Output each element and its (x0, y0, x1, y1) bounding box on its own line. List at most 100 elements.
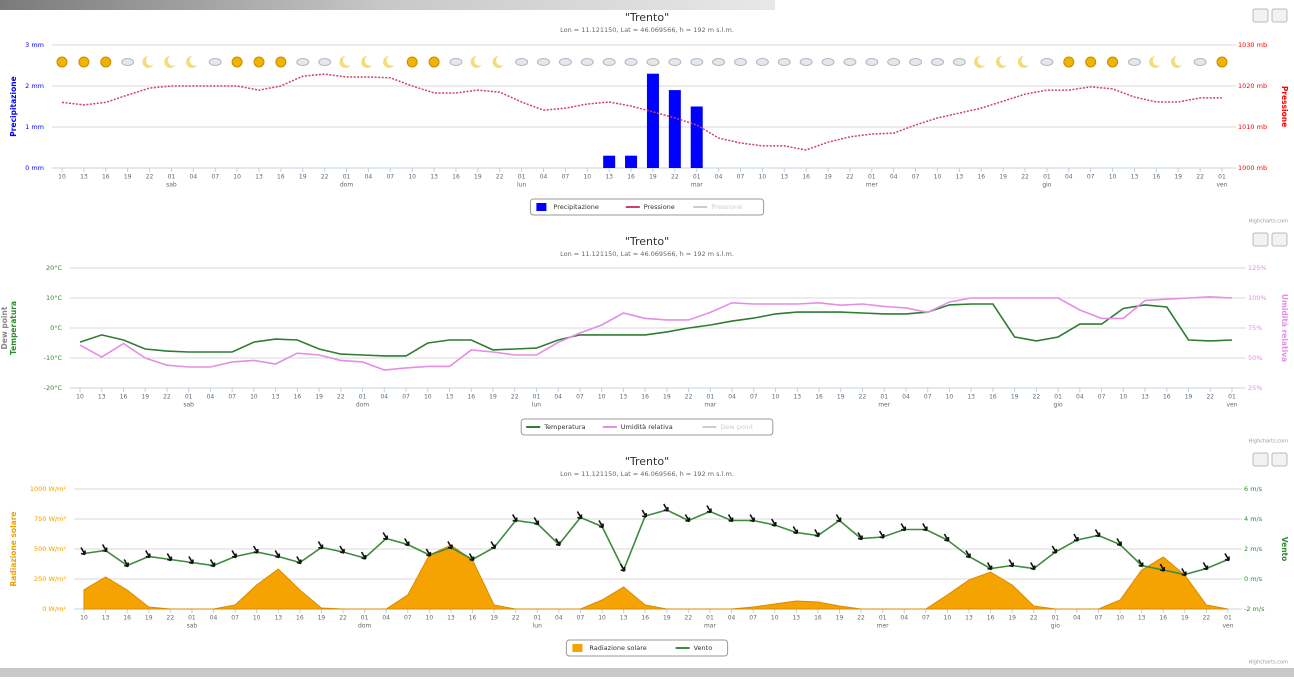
weather-icon (142, 56, 153, 68)
legend-label[interactable]: Pressione (644, 203, 675, 211)
weather-icon (493, 56, 504, 68)
x-tick-label: 01 (1228, 394, 1236, 401)
credits: Highcharts.com (1249, 219, 1288, 225)
legend-label[interactable]: Radiazione solare (589, 644, 646, 652)
x-tick-label: 07 (576, 394, 584, 401)
area (84, 545, 1228, 609)
x-tick-label: 22 (512, 615, 520, 622)
bar (691, 107, 703, 169)
y-tick-label: -20°C (44, 384, 63, 392)
day-label: lun (533, 623, 542, 630)
x-tick-label: 04 (554, 394, 562, 401)
wind-arrow (470, 554, 474, 561)
weather-icon (559, 59, 571, 66)
x-tick-label: 04 (715, 174, 723, 181)
top-banner (0, 0, 775, 10)
x-tick-label: 16 (641, 615, 649, 622)
x-tick-label: 13 (1141, 394, 1149, 401)
weather-icon (209, 59, 221, 66)
bar (669, 90, 681, 168)
line (62, 74, 1222, 150)
x-tick-label: 13 (272, 394, 280, 401)
x-tick-label: 07 (231, 615, 239, 622)
x-tick-label: 01 (185, 394, 193, 401)
export-button (1253, 233, 1268, 246)
x-tick-label: 13 (620, 615, 628, 622)
weather-icon (232, 57, 242, 67)
x-tick-label: 07 (577, 615, 585, 622)
x-tick-label: 10 (1120, 394, 1128, 401)
x-tick-label: 13 (98, 394, 106, 401)
weather-icon (647, 59, 659, 66)
weather-icon (1128, 59, 1140, 66)
bar (603, 156, 615, 168)
y-tick-label: 0°C (50, 324, 62, 332)
wind-arrow (1117, 539, 1121, 546)
wind-arrow (448, 542, 452, 549)
x-tick-label: 22 (671, 174, 679, 181)
legend-label[interactable]: Temperatura (543, 423, 585, 431)
x-tick-label: 16 (814, 615, 822, 622)
x-tick-label: 10 (250, 394, 258, 401)
day-label: ven (1226, 402, 1237, 409)
legend-label[interactable]: Pressione (711, 203, 742, 211)
wind-arrow (685, 515, 689, 522)
x-tick-label: 01 (533, 394, 541, 401)
weather-icon (57, 57, 67, 67)
x-tick-label: 16 (296, 615, 304, 622)
x-tick-label: 19 (1185, 394, 1193, 401)
y-tick-label: 10°C (46, 294, 63, 302)
x-tick-label: 19 (663, 394, 671, 401)
day-label: gio (1054, 402, 1063, 409)
weather-icon (1018, 56, 1029, 68)
x-tick-label: 16 (123, 615, 131, 622)
legend-label[interactable]: Umidità relativa (621, 423, 673, 431)
wind-arrow (318, 542, 322, 549)
x-tick-label: 10 (598, 394, 606, 401)
x-tick-label: 16 (1153, 174, 1161, 181)
y2-axis-title: Pressione (1280, 86, 1289, 127)
x-tick-label: 16 (1163, 394, 1171, 401)
y2-axis-title: Umidità relativa (1280, 294, 1289, 362)
credits: Highcharts.com (1249, 439, 1288, 445)
chart-subtitle: Lon = 11.121150, Lat = 46.069566, h = 19… (560, 250, 734, 258)
x-tick-label: 19 (824, 174, 832, 181)
x-tick-label: 01 (518, 174, 526, 181)
weather-icon (79, 57, 89, 67)
x-tick-label: 13 (1138, 615, 1146, 622)
x-tick-label: 22 (167, 615, 175, 622)
wind-arrow (189, 557, 193, 564)
x-tick-label: 10 (253, 615, 261, 622)
weather-icon (910, 59, 922, 66)
x-tick-label: 16 (102, 174, 110, 181)
x-tick-label: 10 (946, 394, 954, 401)
weather-icon (953, 59, 965, 66)
legend-label[interactable]: Dew point (720, 423, 753, 431)
x-tick-label: 01 (706, 615, 714, 622)
weather-icon (1171, 56, 1182, 68)
x-tick-label: 16 (815, 394, 823, 401)
legend-symbol (572, 644, 582, 652)
x-tick-label: 19 (141, 394, 149, 401)
x-tick-label: 13 (102, 615, 110, 622)
x-tick-label: 13 (965, 615, 973, 622)
chart-title: "Trento" (625, 11, 669, 24)
y-tick-label: 750 W/m² (34, 515, 66, 523)
x-tick-label: 01 (1224, 615, 1232, 622)
x-tick-label: 19 (145, 615, 153, 622)
weather-icon (450, 59, 462, 66)
x-tick-label: 16 (469, 615, 477, 622)
x-tick-label: 07 (1098, 394, 1106, 401)
x-tick-label: 19 (124, 174, 132, 181)
weather-icon (1041, 59, 1053, 66)
legend-label[interactable]: Vento (694, 644, 713, 652)
x-tick-label: 07 (924, 394, 932, 401)
legend-label[interactable]: Precipitazione (553, 203, 599, 211)
x-tick-label: 10 (408, 174, 416, 181)
x-tick-label: 10 (771, 615, 779, 622)
x-tick-label: 22 (496, 174, 504, 181)
wind-arrow (729, 515, 733, 522)
day-label: sab (183, 402, 194, 409)
x-tick-label: 07 (737, 174, 745, 181)
x-tick-label: 04 (728, 615, 736, 622)
